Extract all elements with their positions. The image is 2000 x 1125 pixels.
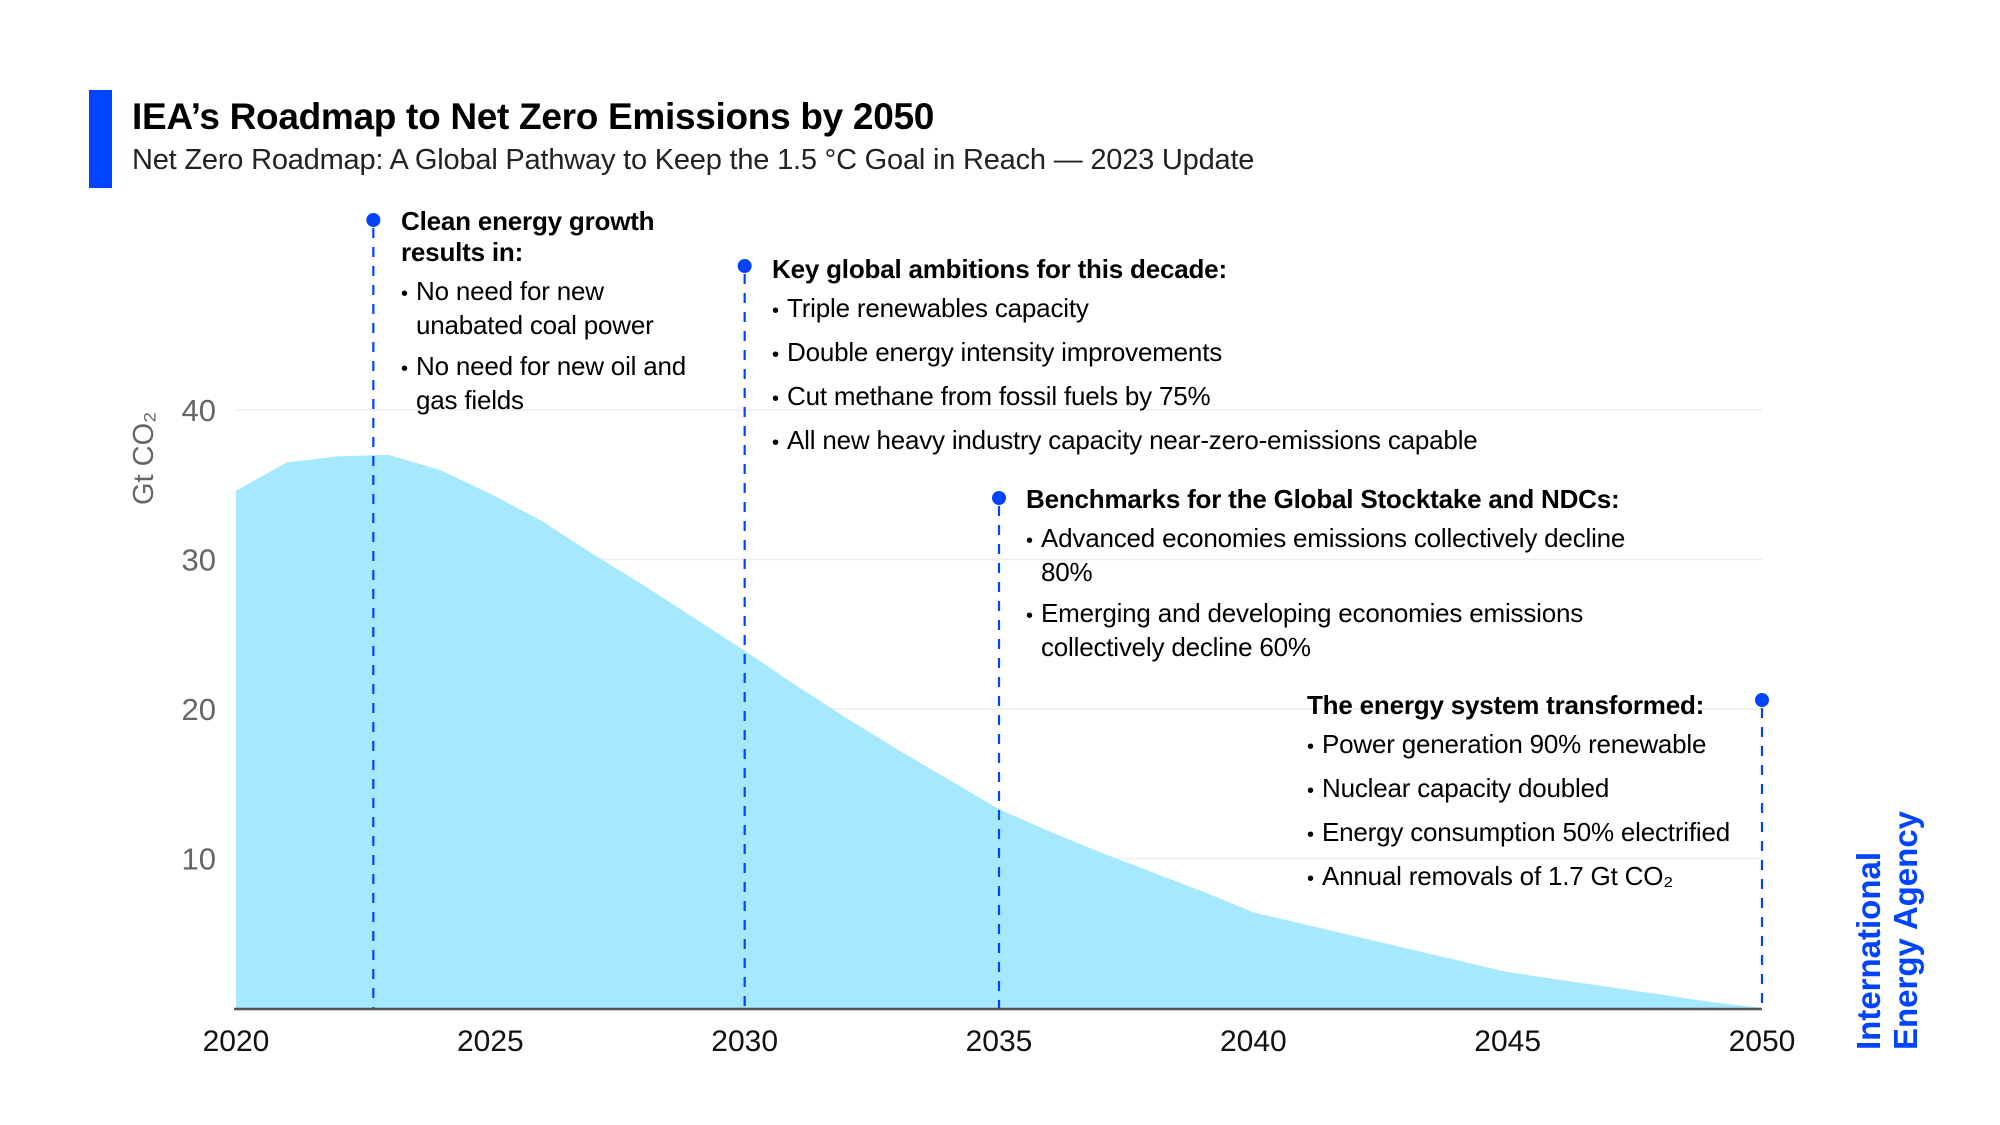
y-tick-10: 10 [182,842,216,877]
x-tick-2045: 2045 [1474,1025,1541,1058]
milestone-dot-2035 [992,491,1006,505]
milestone-item: All new heavy industry capacity near-zer… [772,425,1672,459]
milestone-dot-2050 [1755,693,1769,707]
milestone-item: Emerging and developing economies emissi… [1026,598,1666,663]
x-tick-2030: 2030 [711,1025,778,1058]
milestone-heading: Clean energy growth results in: [401,206,655,267]
y-tick-40: 40 [182,393,216,428]
x-tick-labels: 2020 2025 2030 2035 2040 2045 2050 [203,1025,1796,1058]
x-tick-2035: 2035 [966,1025,1033,1058]
y-tick-30: 30 [182,543,216,578]
milestone-note-2022: Clean energy growth results in: No need … [401,206,701,426]
milestone-lines [366,213,1769,1008]
x-tick-2020: 2020 [203,1025,270,1058]
milestone-note-2050: The energy system transformed: Power gen… [1307,690,1767,905]
iea-logo-text: International Energy Agency [1850,811,1924,1050]
brand-line-1: International [1850,851,1887,1050]
milestone-item: Power generation 90% renewable [1307,729,1767,763]
y-tick-20: 20 [182,692,216,727]
milestone-heading: The energy system transformed: [1307,690,1705,720]
milestone-item: Double energy intensity improvements [772,337,1672,371]
y-axis-label: Gt CO₂ [128,411,160,505]
chart-subtitle: Net Zero Roadmap: A Global Pathway to Ke… [132,144,1255,176]
x-tick-2050: 2050 [1729,1025,1796,1058]
milestone-item: Triple renewables capacity [772,293,1672,327]
y-tick-labels: 10 20 30 40 [182,393,216,877]
milestone-dot-2023 [366,213,381,227]
x-tick-2040: 2040 [1220,1025,1287,1058]
milestone-note-2035: Benchmarks for the Global Stocktake and … [1026,484,1666,673]
milestone-dot-2030 [737,259,752,273]
milestone-item: No need for new oil and gas fields [401,351,701,416]
milestone-heading: Benchmarks for the Global Stocktake and … [1026,484,1620,514]
chart-title: IEA’s Roadmap to Net Zero Emissions by 2… [132,96,935,137]
milestone-item: Cut methane from fossil fuels by 75% [772,381,1672,415]
milestone-heading: Key global ambitions for this decade: [772,254,1227,284]
x-tick-2025: 2025 [457,1025,524,1058]
brand-line-2: Energy Agency [1887,810,1924,1050]
title-accent-bar [89,90,112,188]
milestone-item: Nuclear capacity doubled [1307,773,1767,807]
milestone-item: Annual removals of 1.7 Gt CO₂ [1307,861,1767,895]
milestone-item: No need for new unabated coal power [401,276,701,341]
milestone-note-2030: Key global ambitions for this decade: Tr… [772,254,1672,469]
emissions-area [236,454,1762,1009]
milestone-item: Advanced economies emissions collectivel… [1026,523,1666,588]
milestone-item: Energy consumption 50% electrified [1307,817,1767,851]
